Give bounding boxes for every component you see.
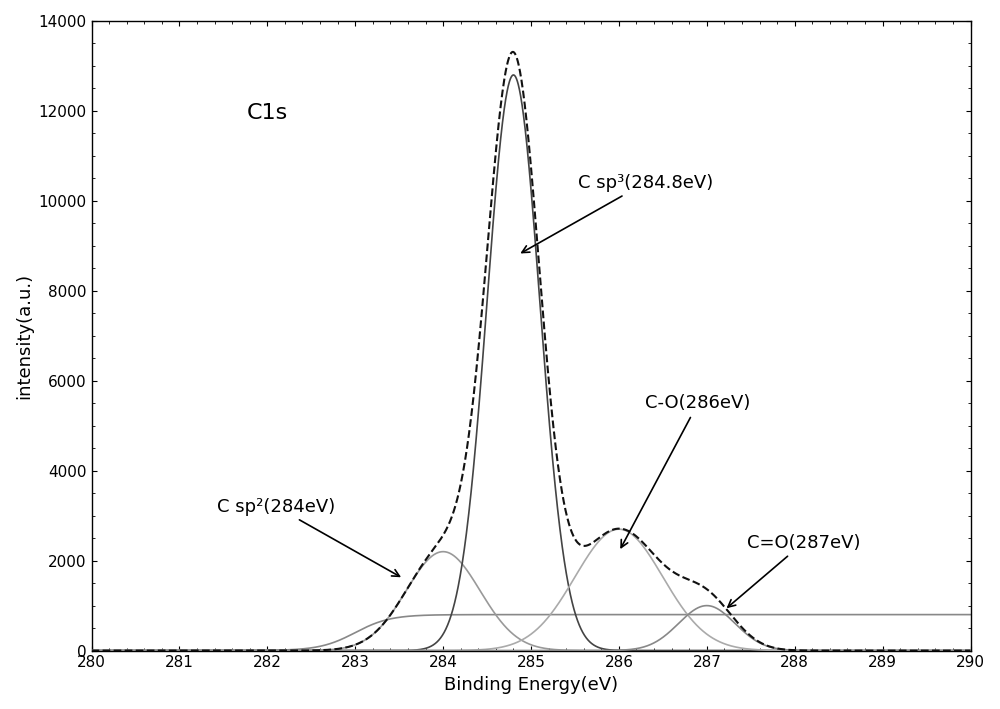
Text: C sp³(284.8eV): C sp³(284.8eV): [522, 174, 713, 252]
Y-axis label: intensity(a.u.): intensity(a.u.): [15, 273, 33, 399]
X-axis label: Binding Energy(eV): Binding Energy(eV): [444, 676, 618, 694]
Text: C sp²(284eV): C sp²(284eV): [217, 498, 400, 576]
Text: C1s: C1s: [247, 103, 288, 123]
Text: C-O(286eV): C-O(286eV): [621, 394, 751, 547]
Text: C=O(287eV): C=O(287eV): [728, 534, 860, 607]
